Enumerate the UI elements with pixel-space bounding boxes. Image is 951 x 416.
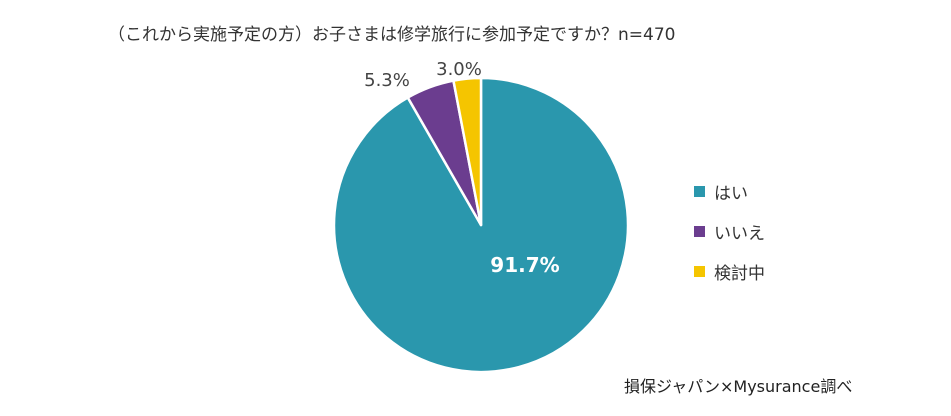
legend-item-considering: 検討中 [694, 251, 765, 291]
pie-labels: 91.7% 5.3% 3.0% [364, 59, 560, 277]
legend-label-yes: はい [714, 183, 748, 204]
slice-label-no: 5.3% [364, 70, 410, 91]
slice-label-considering: 3.0% [436, 59, 482, 80]
legend-item-yes: はい [694, 171, 765, 211]
source-note: 損保ジャパン×Mysurance調べ [624, 377, 853, 396]
legend-swatch-considering [694, 265, 705, 277]
slice-label-yes: 91.7% [490, 253, 559, 277]
legend: はい いいえ 検討中 [694, 171, 765, 291]
legend-label-no: いいえ [714, 223, 765, 244]
legend-swatch-no [694, 225, 705, 237]
legend-swatch-yes [694, 185, 705, 197]
legend-label-considering: 検討中 [714, 263, 765, 284]
slice-considering [452, 76, 483, 227]
pie-slices [332, 76, 630, 374]
legend-item-no: いいえ [694, 211, 765, 251]
chart-title: （これから実施予定の方）お子さまは修学旅行に参加予定ですか？n=470 [108, 25, 676, 45]
